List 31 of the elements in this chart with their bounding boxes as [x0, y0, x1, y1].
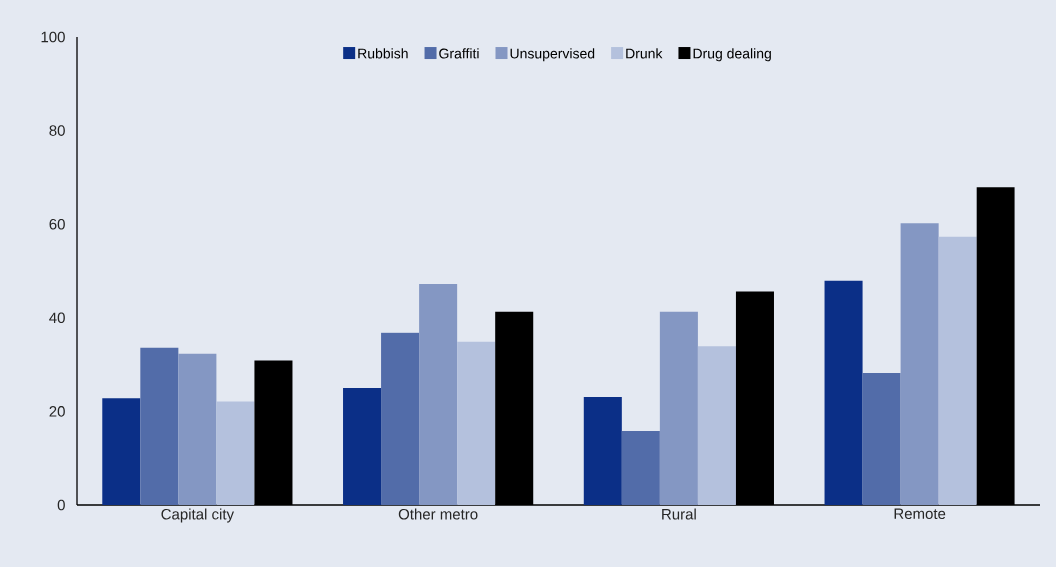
- y-tick-label: 60: [49, 218, 65, 230]
- y-tick-label: 0: [57, 499, 65, 511]
- bar: [216, 401, 255, 505]
- x-tick-label: Other metro: [398, 508, 478, 520]
- legend-label: Drug dealing: [693, 48, 771, 62]
- legend-label: Graffiti: [439, 48, 479, 59]
- bar: [457, 341, 496, 505]
- bar: [697, 346, 736, 505]
- bar: [178, 353, 217, 505]
- bar: [938, 236, 977, 505]
- bar: [659, 311, 698, 505]
- bar: [381, 332, 420, 505]
- x-tick-label: Remote: [894, 508, 946, 519]
- y-tick-label: 20: [49, 406, 65, 417]
- x-tick-label: Capital city: [161, 508, 234, 523]
- bar: [419, 284, 458, 505]
- legend-label: Unsupervised: [510, 48, 595, 62]
- bar: [621, 431, 660, 505]
- bar: [900, 223, 939, 505]
- bar: [140, 347, 179, 505]
- y-tick-label: 40: [49, 312, 65, 324]
- x-tick-label: Rural: [662, 508, 696, 520]
- bar: [824, 280, 863, 505]
- y-tick-label: 80: [49, 125, 65, 136]
- bar: [583, 396, 622, 505]
- y-tick-label: 100: [41, 31, 65, 43]
- bar: [862, 373, 901, 505]
- bar: [343, 388, 382, 505]
- legend-label: Drunk: [626, 48, 663, 59]
- bar: [102, 398, 141, 505]
- legend-label: Rubbish: [358, 48, 408, 59]
